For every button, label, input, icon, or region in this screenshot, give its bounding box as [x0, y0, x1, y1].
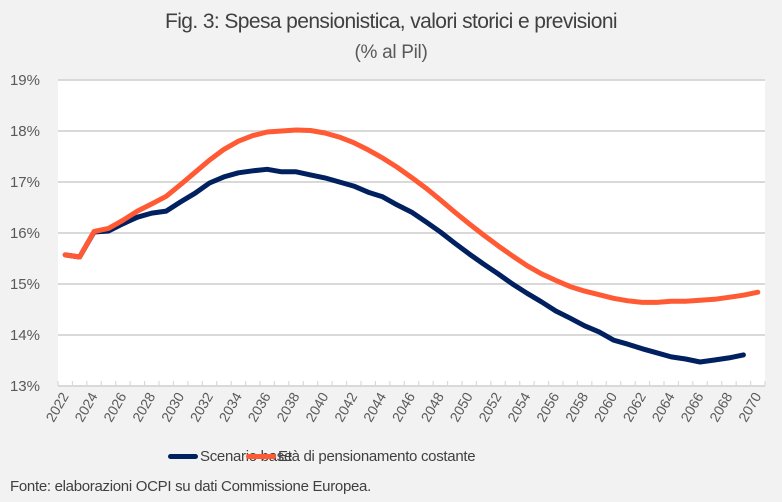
legend-item-eta-pensionamento: Età di pensionamento costante: [246, 448, 476, 465]
x-tick-label: 2038: [273, 389, 303, 424]
chart-title: Fig. 3: Spesa pensionistica, valori stor…: [165, 10, 618, 33]
y-tick-label: 15%: [10, 276, 40, 293]
legend: Scenario base Età di pensionamento costa…: [0, 448, 782, 472]
x-tick-label: 2026: [100, 389, 130, 424]
y-tick-label: 17%: [10, 174, 40, 191]
series-lines: [62, 127, 761, 365]
source-note: Fonte: elaborazioni OCPI su dati Commiss…: [10, 478, 371, 495]
y-tick-label: 16%: [10, 225, 40, 242]
x-tick-label: 2032: [187, 389, 217, 424]
y-axis: 13% 14% 15% 16% 17% 18% 19%: [10, 72, 40, 395]
x-tick-label: 2044: [360, 389, 390, 424]
legend-label: Età di pensionamento costante: [278, 448, 476, 465]
y-tick-label: 18%: [10, 123, 40, 140]
x-tick-label: 2034: [216, 389, 246, 424]
x-tick-label: 2052: [475, 389, 505, 424]
x-tick-label: 2068: [706, 389, 736, 424]
x-tick-label: 2056: [533, 389, 563, 424]
x-tick-label: 2030: [158, 389, 188, 424]
x-tick-label: 2048: [418, 389, 448, 424]
x-tick-label: 2054: [504, 389, 534, 424]
legend-swatch-scenario-base: [168, 454, 198, 459]
line-chart: 13%14%15%16%17%18%19% 2022 2024 2026 2028 20…: [10, 72, 766, 424]
x-tick-label: 2058: [562, 389, 592, 424]
x-tick-label: 2050: [446, 389, 476, 424]
x-tick-label: 2070: [735, 389, 765, 424]
x-axis: 2022 2024 2026 2028 2030 2032 2034 2036 2038 2040…: [42, 381, 766, 424]
x-tick-label: 2046: [389, 389, 419, 424]
y-tick-label: 14%: [10, 327, 40, 344]
x-tick-label: 2024: [71, 389, 101, 424]
x-tick-label: 2066: [677, 389, 707, 424]
series-line-scenario-base: [62, 166, 746, 365]
chart-subtitle: (% al Pil): [354, 42, 428, 63]
x-tick-label: 2036: [244, 389, 274, 424]
x-tick-label: 2064: [648, 389, 678, 424]
gridlines: [58, 79, 765, 387]
x-tick-label: 2028: [129, 389, 159, 424]
x-tick-label: 2022: [42, 389, 72, 424]
legend-swatch-eta-pensionamento: [246, 454, 276, 459]
y-tick-label: 19%: [10, 72, 40, 89]
y-tick-label: 13%: [10, 378, 40, 395]
x-tick-label: 2062: [620, 389, 650, 424]
series-line-eta-pensionamento: [62, 127, 761, 305]
x-tick-label: 2060: [591, 389, 621, 424]
x-tick-label: 2040: [302, 389, 332, 424]
x-tick-label: 2042: [331, 389, 361, 424]
